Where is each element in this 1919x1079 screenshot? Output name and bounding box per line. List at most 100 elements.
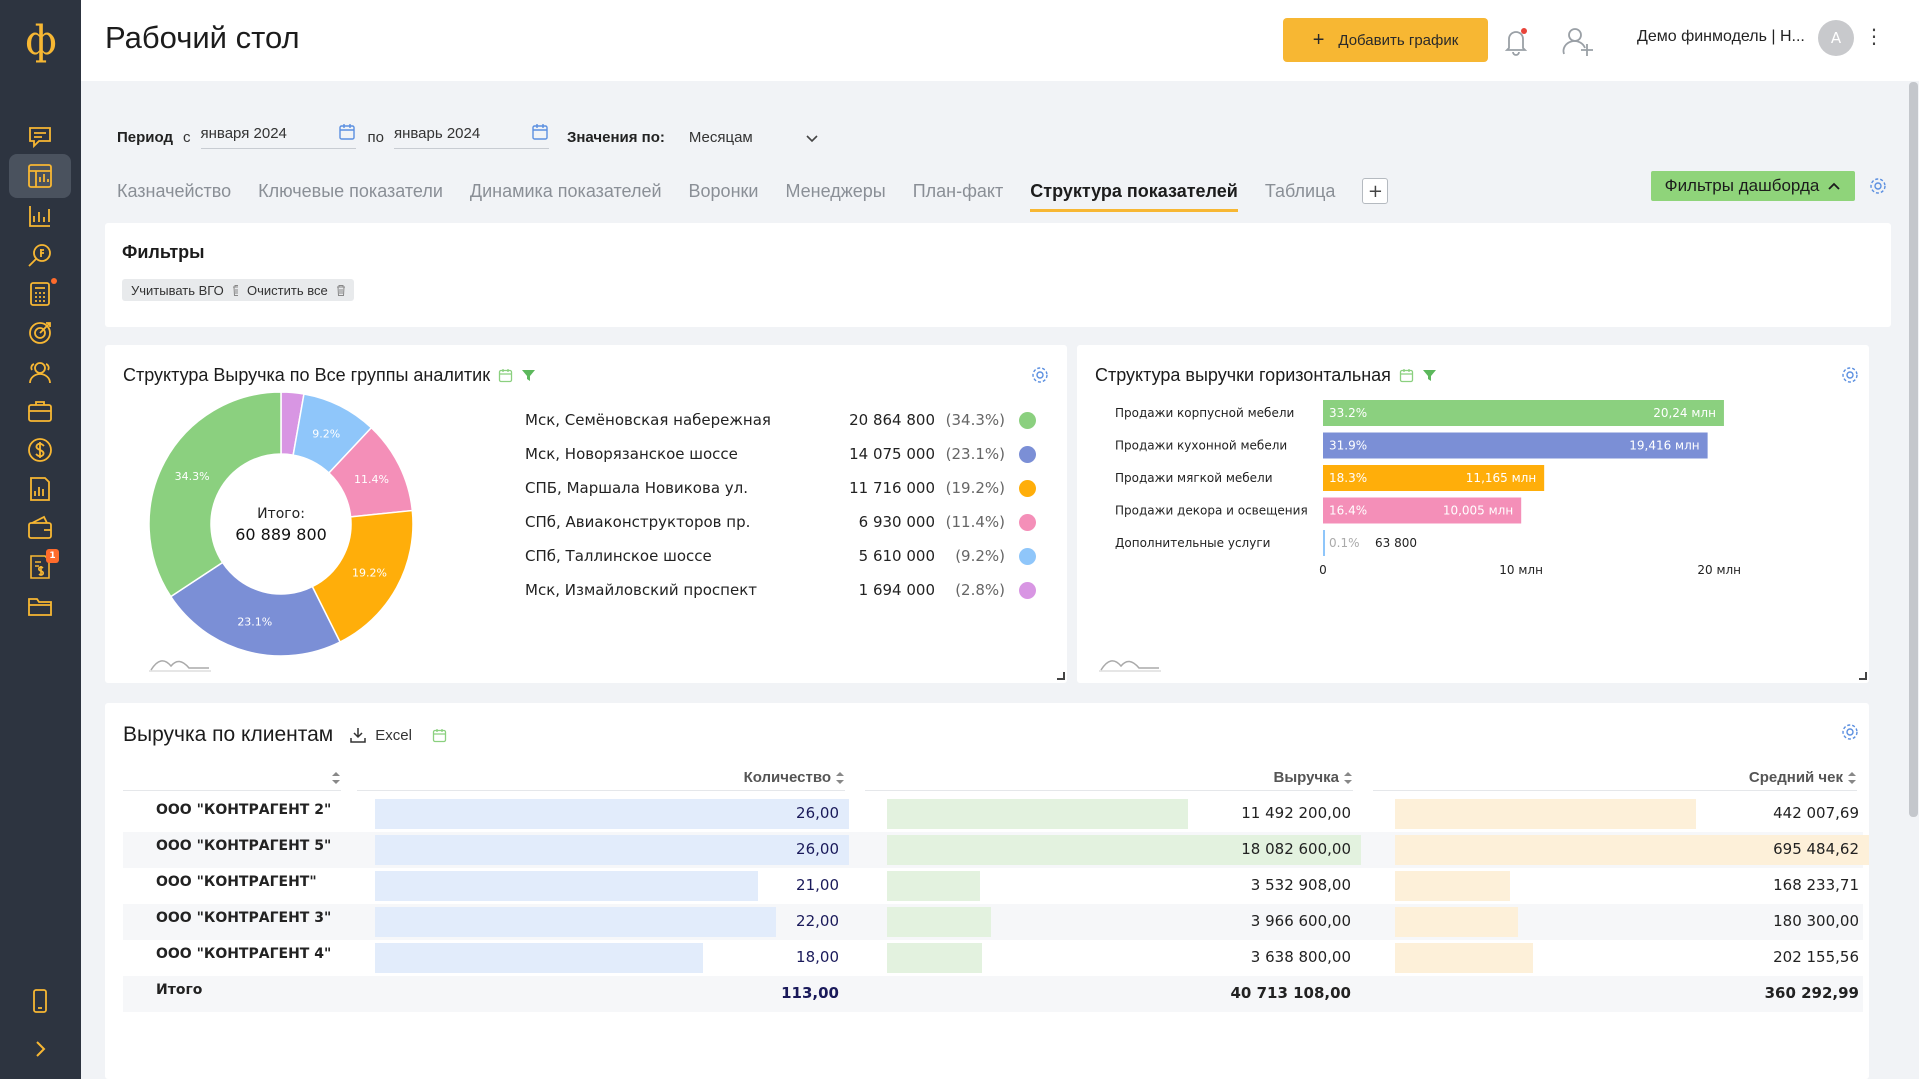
dashboard-tabs: Казначейство Ключевые показатели Динамика … — [117, 174, 1389, 212]
mobile-icon — [33, 989, 47, 1013]
sidebar-item-briefcase[interactable] — [9, 389, 71, 433]
table-row[interactable]: ООО "КОНТРАГЕНТ 2" 26,00 11 492 200,00 442 … — [123, 796, 1863, 832]
hbar-bar[interactable] — [1323, 432, 1708, 459]
sidebar-item-mobile[interactable] — [9, 979, 71, 1023]
sidebar-item-users[interactable] — [9, 350, 71, 394]
table-row[interactable]: ООО "КОНТРАГЕНТ 3" 22,00 3 966 600,00 180 3… — [123, 904, 1863, 940]
tab-5[interactable]: План-факт — [912, 181, 1004, 201]
client-name: Итого — [156, 982, 203, 998]
legend-item[interactable]: Мск, Измайловский проспект 1 694 000 (2.8%… — [525, 581, 1036, 599]
resize-handle[interactable] — [1057, 672, 1065, 680]
sidebar-item-expand[interactable] — [9, 1027, 71, 1071]
gear-icon[interactable] — [1031, 366, 1049, 384]
client-name: ООО "КОНТРАГЕНТ 2" — [156, 802, 332, 818]
company-name[interactable]: Демо финмодель | Н... — [1637, 28, 1805, 45]
column-header-quantity[interactable]: Количество — [357, 765, 845, 791]
period-from-value: января 2024 — [200, 125, 287, 142]
donut-slice[interactable] — [169, 561, 342, 656]
sidebar-item-chart[interactable] — [9, 194, 71, 238]
sidebar-item-dollar[interactable] — [9, 428, 71, 472]
hbar-percent-label: 0.1% — [1329, 536, 1360, 550]
table-total-row[interactable]: Итого 113,00 40 713 108,00 360 292,99 — [123, 976, 1863, 1012]
legend-item[interactable]: СПб, Таллинское шоссе 5 610 000 (9.2%) — [525, 547, 1036, 565]
hbar-category-label: Продажи корпусной мебели — [1115, 406, 1294, 420]
hbar-bar[interactable] — [1323, 497, 1522, 524]
column-header-label: Количество — [743, 769, 831, 786]
period-to-field[interactable]: январь 2024 — [393, 123, 549, 149]
sidebar-item-calculator[interactable] — [9, 272, 71, 316]
sort-icon[interactable] — [1847, 770, 1857, 786]
legend-percent: (19.2%) — [945, 479, 1005, 497]
sidebar-item-invoice[interactable]: 1 — [9, 545, 71, 589]
avatar[interactable]: A — [1818, 20, 1854, 56]
more-options-icon[interactable]: ⋮ — [1864, 24, 1884, 48]
calendar-icon[interactable] — [531, 123, 549, 141]
donut-slice[interactable] — [149, 392, 282, 598]
table-row[interactable]: ООО "КОНТРАГЕНТ 5" 26,00 18 082 600,00 695 … — [123, 832, 1869, 868]
sort-icon[interactable] — [331, 770, 341, 786]
add-tab-button[interactable]: + — [1362, 178, 1389, 204]
tab-1[interactable]: Ключевые показатели — [258, 181, 443, 201]
plus-icon: + — [1312, 28, 1325, 51]
bell-icon[interactable] — [1499, 24, 1533, 58]
sort-icon[interactable] — [835, 770, 845, 786]
legend-item[interactable]: Мск, Семёновская набережная 20 864 800 (34… — [525, 411, 1036, 429]
column-header-avg-check[interactable]: Средний чек — [1373, 765, 1857, 791]
filter-chip-vgo[interactable]: Учитывать ВГО — [122, 279, 250, 301]
calendar-icon[interactable] — [498, 368, 513, 383]
excel-export-button[interactable]: Excel — [349, 726, 412, 744]
quantity-value: 26,00 — [796, 804, 839, 822]
tab-0[interactable]: Казначейство — [117, 181, 232, 201]
trash-icon[interactable] — [334, 283, 348, 297]
chart-type-icon[interactable] — [1099, 652, 1161, 672]
gear-icon[interactable] — [1841, 366, 1859, 384]
legend-item[interactable]: СПб, Авиаконструкторов пр. 6 930 000 (11.4… — [525, 513, 1036, 531]
legend-item[interactable]: СПБ, Маршала Новикова ул. 11 716 000 (19.2… — [525, 479, 1036, 497]
sidebar-item-folder[interactable] — [9, 584, 71, 628]
calendar-icon[interactable] — [1399, 368, 1414, 383]
resize-handle[interactable] — [1859, 672, 1867, 680]
tab-2[interactable]: Динамика показателей — [469, 181, 662, 201]
table-row[interactable]: ООО "КОНТРАГЕНТ" 21,00 3 532 908,00 168 233… — [123, 868, 1863, 904]
tab-3[interactable]: Воронки — [688, 181, 759, 201]
add-chart-label: Добавить график — [1338, 31, 1459, 49]
period-from-field[interactable]: января 2024 — [200, 123, 356, 149]
values-by-select[interactable]: Месяцам — [689, 129, 819, 146]
legend-color-dot — [1019, 479, 1036, 497]
hbar-bar[interactable] — [1323, 465, 1545, 491]
app-logo[interactable]: ф — [25, 18, 57, 64]
filter-icon[interactable] — [1422, 368, 1437, 383]
sidebar-item-dashboard[interactable] — [9, 154, 71, 198]
sidebar-item-report[interactable] — [9, 467, 71, 511]
gear-icon[interactable] — [1869, 177, 1887, 195]
sidebar-item-search-money[interactable] — [9, 233, 71, 277]
filter-icon[interactable] — [521, 368, 536, 383]
tab-7[interactable]: Таблица — [1264, 181, 1336, 201]
gear-icon[interactable] — [1841, 723, 1859, 741]
clear-all-chip[interactable]: Очистить все — [238, 279, 354, 301]
legend-color-dot — [1019, 411, 1036, 429]
calculator-icon — [30, 282, 50, 306]
column-header-name[interactable] — [123, 765, 341, 791]
tab-6[interactable]: Структура показателей — [1030, 181, 1238, 212]
sort-icon[interactable] — [1343, 770, 1353, 786]
hbar-bar[interactable] — [1323, 530, 1325, 556]
trash-icon[interactable] — [230, 283, 244, 297]
chart-type-icon[interactable] — [149, 652, 211, 672]
table-row[interactable]: ООО "КОНТРАГЕНТ 4" 18,00 3 638 800,00 202 1… — [123, 940, 1863, 976]
tab-4[interactable]: Менеджеры — [785, 181, 886, 201]
add-chart-button[interactable]: + Добавить график — [1283, 18, 1488, 62]
calendar-icon[interactable] — [432, 728, 447, 743]
sidebar-item-chat[interactable] — [9, 115, 71, 159]
calendar-icon[interactable] — [338, 123, 356, 141]
dashboard-filters-button[interactable]: Фильтры дашборда — [1651, 171, 1855, 201]
sidebar-item-wallet[interactable] — [9, 506, 71, 550]
hbar-bar[interactable] — [1323, 400, 1724, 426]
sidebar-item-target[interactable] — [9, 311, 71, 355]
client-name: ООО "КОНТРАГЕНТ 4" — [156, 946, 332, 962]
add-user-icon[interactable] — [1561, 24, 1595, 58]
column-header-revenue[interactable]: Выручка — [865, 765, 1353, 791]
scrollbar-thumb[interactable] — [1909, 82, 1918, 817]
legend-percent: (2.8%) — [955, 581, 1005, 599]
legend-item[interactable]: Мск, Новорязанское шоссе 14 075 000 (23.1%… — [525, 445, 1036, 463]
